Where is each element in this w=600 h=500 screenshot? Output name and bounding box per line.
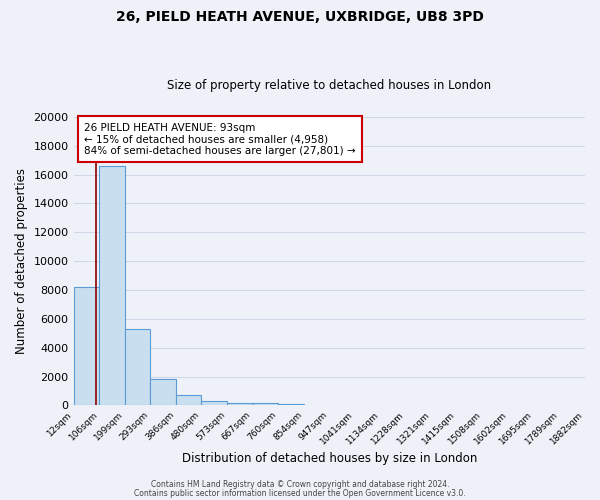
Bar bbox=[125, 329, 151, 406]
Bar bbox=[74, 287, 99, 406]
X-axis label: Distribution of detached houses by size in London: Distribution of detached houses by size … bbox=[182, 452, 477, 465]
Bar bbox=[227, 402, 253, 406]
Bar bbox=[278, 404, 304, 406]
Text: Contains public sector information licensed under the Open Government Licence v3: Contains public sector information licen… bbox=[134, 488, 466, 498]
Text: Contains HM Land Registry data © Crown copyright and database right 2024.: Contains HM Land Registry data © Crown c… bbox=[151, 480, 449, 489]
Bar bbox=[176, 396, 202, 406]
Bar bbox=[151, 380, 176, 406]
Bar bbox=[202, 401, 227, 406]
Title: Size of property relative to detached houses in London: Size of property relative to detached ho… bbox=[167, 79, 491, 92]
Bar bbox=[253, 404, 278, 406]
Y-axis label: Number of detached properties: Number of detached properties bbox=[15, 168, 28, 354]
Bar bbox=[99, 166, 125, 406]
Text: 26, PIELD HEATH AVENUE, UXBRIDGE, UB8 3PD: 26, PIELD HEATH AVENUE, UXBRIDGE, UB8 3P… bbox=[116, 10, 484, 24]
Text: 26 PIELD HEATH AVENUE: 93sqm
← 15% of detached houses are smaller (4,958)
84% of: 26 PIELD HEATH AVENUE: 93sqm ← 15% of de… bbox=[84, 122, 355, 156]
